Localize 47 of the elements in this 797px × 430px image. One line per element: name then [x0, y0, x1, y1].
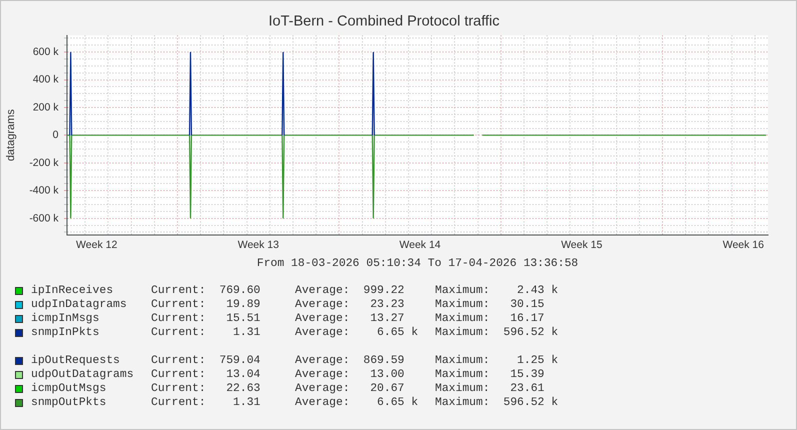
- text: Current: 759.04: [151, 354, 260, 368]
- text: Current: 769.60: [151, 284, 260, 298]
- x-axis-title: From 18-03-2026 05:10:34 To 17-04-2026 13:36:58: [256, 258, 578, 270]
- legend-label: snmpInPkts: [31, 326, 100, 340]
- y-tick-label: -200 k: [29, 156, 60, 169]
- y-tick-label: 0: [52, 129, 59, 142]
- legend-label: udpOutDatagrams: [31, 368, 134, 382]
- legend-label: ipInReceives: [31, 284, 114, 298]
- legend-label: ipOutRequests: [31, 354, 120, 368]
- x-tick-label: Week 12: [76, 239, 118, 252]
- x-tick-label: Week 14: [399, 239, 441, 252]
- y-tick-label: -600 k: [29, 212, 60, 224]
- text: Average: 6.65 k: [295, 396, 418, 410]
- text: Current: 1.31: [151, 326, 260, 340]
- text: Current: 1.31: [151, 396, 260, 410]
- legend-label: icmpOutMsgs: [31, 382, 106, 396]
- text: Maximum: 1.25 k: [435, 354, 558, 368]
- y-tick-label: 600 k: [32, 46, 60, 58]
- text: Average: 13.27: [295, 312, 404, 326]
- text: Average: 23.23: [295, 298, 404, 312]
- text: Maximum: 16.17: [435, 312, 544, 326]
- y-tick-label: 200 k: [32, 101, 60, 114]
- legend-label: icmpInMsgs: [31, 312, 100, 326]
- x-tick-label: Week 15: [561, 239, 602, 252]
- chart-title: IoT-Bern - Combined Protocol traffic: [268, 14, 500, 30]
- y-tick-label: -400 k: [29, 184, 60, 197]
- text: Average: 999.22: [295, 284, 404, 298]
- legend-label: snmpOutPkts: [31, 396, 106, 410]
- text: Maximum: 23.61: [435, 382, 544, 396]
- text: Maximum: 596.52 k: [435, 396, 558, 410]
- x-tick-label: Week 16: [722, 239, 764, 252]
- text: Maximum: 15.39: [435, 368, 544, 382]
- text: Average: 20.67: [295, 382, 404, 396]
- text: Current: 15.51: [151, 312, 260, 326]
- x-tick-label: Week 13: [238, 239, 280, 252]
- y-tick-label: 400 k: [32, 74, 60, 86]
- text: Maximum: 30.15: [435, 298, 544, 312]
- text: Average: 6.65 k: [295, 326, 418, 340]
- legend-label: udpInDatagrams: [31, 298, 127, 312]
- text: Current: 22.63: [151, 382, 260, 396]
- text: Maximum: 2.43 k: [435, 284, 558, 298]
- y-axis-title: datagrams: [5, 108, 18, 162]
- text: Average: 869.59: [295, 354, 404, 368]
- text: Current: 19.89: [151, 298, 260, 312]
- text: Current: 13.04: [151, 368, 260, 382]
- text: Maximum: 596.52 k: [435, 326, 558, 340]
- text: Average: 13.00: [295, 368, 404, 382]
